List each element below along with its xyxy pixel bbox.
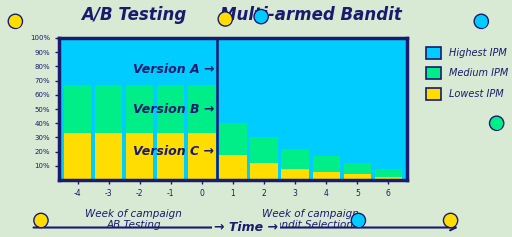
Text: Version A →: Version A → [134, 63, 215, 76]
Bar [219, 38, 247, 123]
Bar [250, 38, 278, 137]
Bar [95, 133, 122, 180]
Bar [282, 149, 309, 169]
Text: A/B Testing: A/B Testing [81, 6, 186, 24]
Text: ●: ● [445, 214, 456, 227]
Bar [312, 38, 340, 156]
Text: ●: ● [35, 214, 47, 227]
Text: ●: ● [491, 117, 502, 130]
Bar [250, 137, 278, 163]
Bar [126, 133, 154, 180]
Bar [250, 163, 278, 180]
Bar [95, 38, 122, 85]
Bar [375, 177, 402, 180]
Bar [282, 38, 309, 149]
Bar [344, 174, 371, 180]
Bar [64, 38, 91, 85]
Bar [64, 133, 91, 180]
Bar [312, 156, 340, 172]
Bar [375, 38, 402, 169]
Bar [188, 133, 216, 180]
Text: Week of campaign
Bandit Selection: Week of campaign Bandit Selection [262, 209, 359, 230]
Bar [157, 133, 184, 180]
Bar [188, 85, 216, 133]
Text: ●: ● [353, 214, 364, 227]
Text: ●: ● [476, 15, 487, 28]
Bar [219, 123, 247, 155]
Bar [344, 38, 371, 163]
Bar [157, 85, 184, 133]
Text: ●: ● [255, 10, 267, 23]
Bar [375, 169, 402, 177]
Bar [126, 85, 154, 133]
Legend: Highest IPM, Medium IPM, Lowest IPM: Highest IPM, Medium IPM, Lowest IPM [422, 43, 511, 104]
Bar [344, 163, 371, 174]
Text: Version B →: Version B → [134, 103, 215, 115]
Bar [157, 38, 184, 85]
Text: ●: ● [220, 13, 231, 25]
Text: → Time →: → Time → [214, 222, 278, 234]
Bar [188, 38, 216, 85]
Text: Multi-armed Bandit: Multi-armed Bandit [220, 6, 401, 24]
Text: Week of campaign
AB Testing: Week of campaign AB Testing [85, 209, 182, 230]
Bar [282, 169, 309, 180]
Bar [312, 172, 340, 180]
Bar [219, 155, 247, 180]
Bar [64, 85, 91, 133]
Bar [126, 38, 154, 85]
Bar [95, 85, 122, 133]
Text: Version C →: Version C → [134, 145, 215, 158]
Text: ●: ● [10, 15, 21, 28]
